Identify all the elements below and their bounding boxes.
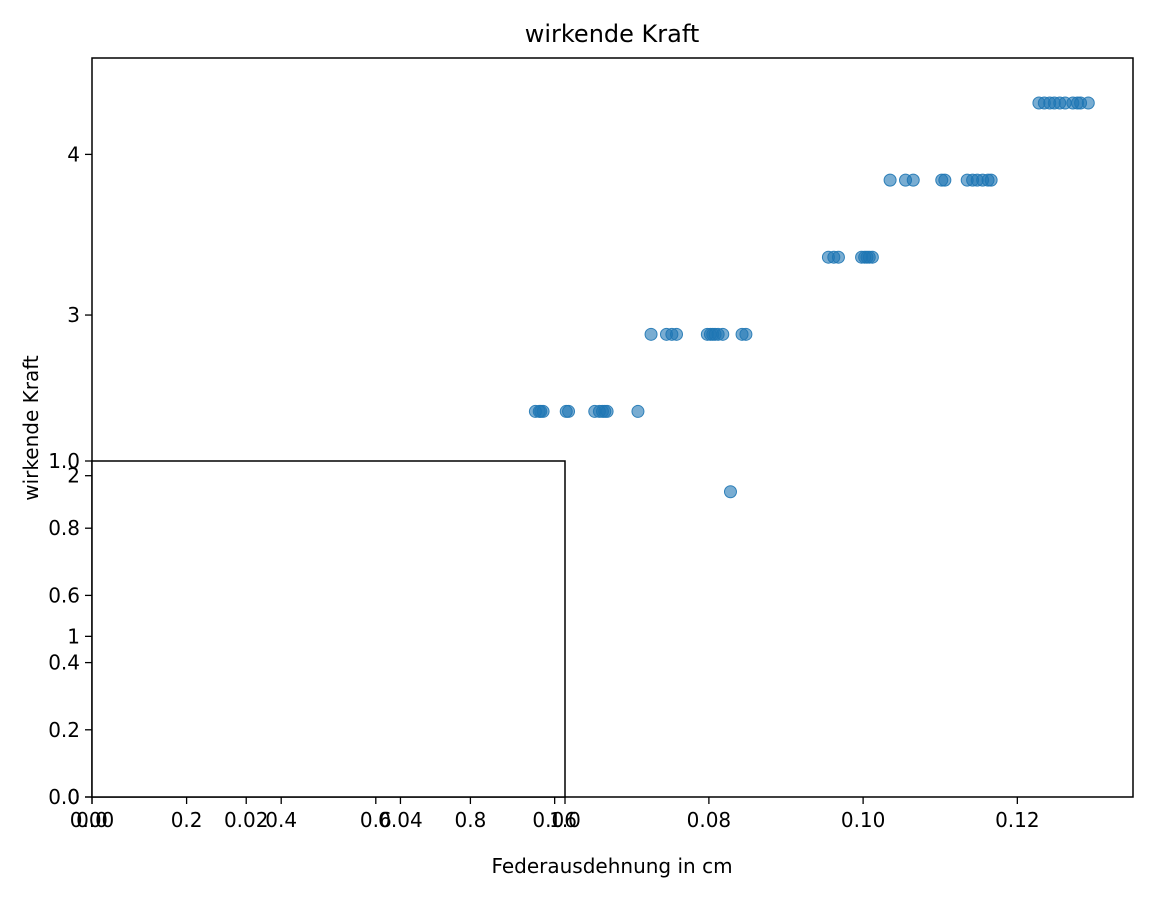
scatter-point [716, 327, 730, 341]
scatter-point [631, 404, 645, 418]
main-axes: 0.00 0.02 0.04 0.06 0.08 0.10 0.12 0 1 2 3 4 [67, 57, 1134, 832]
inset-x-tick-label: 0.8 [454, 808, 486, 832]
main-x-tick-label: 0.10 [841, 808, 886, 832]
x-axis-label: Federausdehnung in cm [491, 854, 732, 878]
main-y-tick-label: 0 [67, 785, 80, 809]
inset-y-tick-label: 0.0 [48, 785, 80, 809]
inset-y-ticks: 0.0 0.2 0.4 0.6 0.8 1.0 [48, 449, 92, 809]
scatter-point [938, 173, 952, 187]
inset-x-tick-label: 0.4 [265, 808, 297, 832]
inset-y-tick-label: 0.8 [48, 516, 80, 540]
scatter-point [1081, 96, 1095, 110]
main-x-tick-label: 0.06 [532, 808, 577, 832]
main-x-tick-label: 0.04 [378, 808, 423, 832]
inset-x-tick-label: 0.2 [171, 808, 203, 832]
inset-x-tick-label: 0.6 [360, 808, 392, 832]
scatter-points [528, 96, 1095, 499]
main-y-ticks: 0 1 2 3 4 [67, 142, 92, 809]
scatter-point [562, 404, 576, 418]
scatter-point [883, 173, 897, 187]
scatter-point [536, 404, 550, 418]
main-x-tick-label: 0.08 [687, 808, 732, 832]
inset-y-tick-label: 0.6 [48, 583, 80, 607]
y-axis-label: wirkende Kraft [19, 355, 43, 501]
main-x-ticks: 0.00 0.02 0.04 0.06 0.08 0.10 0.12 [70, 797, 1040, 832]
inset-y-tick-label: 0.4 [48, 651, 80, 675]
scatter-point [831, 250, 845, 264]
inset-x-ticks: 0.0 0.2 0.4 0.6 0.8 1.0 [76, 797, 581, 832]
inset-x-tick-label: 1.0 [549, 808, 581, 832]
scatter-point [644, 327, 658, 341]
inset-y-tick-label: 1.0 [48, 449, 80, 473]
scatter-point [600, 404, 614, 418]
scatter-point [906, 173, 920, 187]
main-y-tick-label: 2 [67, 464, 80, 488]
inset-x-tick-label: 0.0 [76, 808, 108, 832]
inset-axes: 0.0 0.2 0.4 0.6 0.8 1.0 0.0 0.2 0.4 0.6 0.8 1.0 [48, 449, 581, 832]
main-x-tick-label: 0.02 [224, 808, 269, 832]
scatter-point [723, 485, 737, 499]
inset-axes-background [92, 461, 565, 797]
inset-axes-frame [91, 460, 566, 798]
main-x-tick-label: 0.12 [995, 808, 1040, 832]
main-axes-frame [91, 57, 1134, 798]
main-x-tick-label: 0.00 [70, 808, 115, 832]
scatter-point [670, 327, 684, 341]
inset-y-tick-label: 0.2 [48, 718, 80, 742]
main-y-tick-label: 4 [67, 142, 80, 166]
main-y-tick-label: 3 [67, 303, 80, 327]
scatter-point [739, 327, 753, 341]
scatter-point [984, 173, 998, 187]
chart-title: wirkende Kraft [525, 20, 700, 48]
scatter-point [865, 250, 879, 264]
main-y-tick-label: 1 [67, 624, 80, 648]
